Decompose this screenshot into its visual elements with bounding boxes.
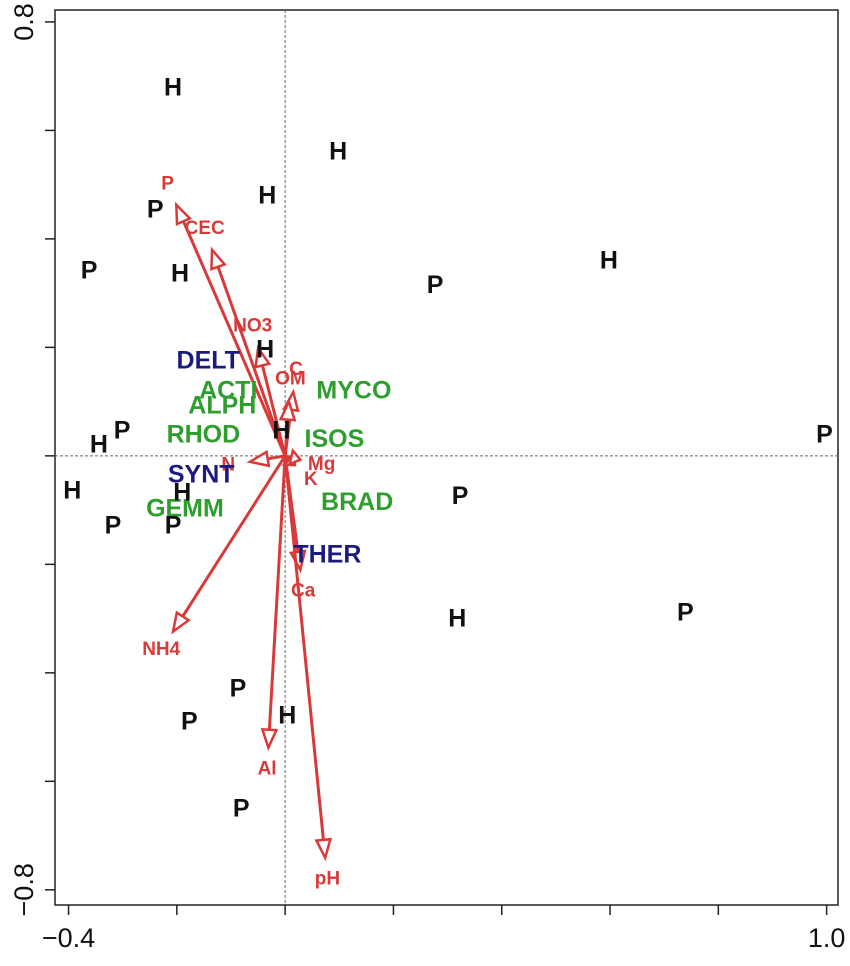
vector-label: Al xyxy=(258,759,277,780)
site-label: P xyxy=(233,795,250,823)
site-label: H xyxy=(278,701,296,729)
species-label: THER xyxy=(293,540,361,568)
site-label: P xyxy=(114,417,131,445)
site-label: H xyxy=(164,73,182,101)
site-label: P xyxy=(105,512,122,540)
vector-head xyxy=(287,447,303,467)
site-label: P xyxy=(816,420,833,448)
site-label: P xyxy=(181,707,198,735)
species-label: DELT xyxy=(177,347,240,375)
site-label: H xyxy=(256,335,274,363)
vector-label: NO3 xyxy=(233,316,272,337)
site-label: P xyxy=(452,482,469,510)
vector-label: NH4 xyxy=(142,639,180,660)
site-label: P xyxy=(230,674,247,702)
site-label: H xyxy=(258,182,276,210)
vector-head xyxy=(260,727,279,752)
site-label: P xyxy=(677,598,694,626)
species-label: GEMM xyxy=(146,495,224,523)
site-label: H xyxy=(171,259,189,287)
vector xyxy=(254,344,287,457)
vector-label: P xyxy=(161,174,174,195)
vector-head xyxy=(254,344,272,369)
vector-head xyxy=(171,610,191,635)
species-label: MYCO xyxy=(316,376,391,404)
site-label: H xyxy=(63,476,81,504)
vector-shaft xyxy=(216,266,287,457)
vector xyxy=(260,455,287,752)
species-label: ISOS xyxy=(305,425,365,453)
vector-shaft xyxy=(283,455,325,841)
vector-head xyxy=(246,449,271,468)
vector-head xyxy=(278,398,297,422)
vector-shaft xyxy=(182,220,287,457)
species-label: ALPH xyxy=(188,392,256,420)
vector-label: K xyxy=(304,469,318,490)
species-label: BRAD xyxy=(321,488,393,516)
vector-shaft xyxy=(181,455,287,618)
vector xyxy=(210,246,287,457)
site-label: H xyxy=(173,478,191,506)
species-label: RHOD xyxy=(167,420,241,448)
vector xyxy=(278,398,297,456)
vector-shaft xyxy=(260,365,287,457)
vector-head xyxy=(314,837,333,862)
vector-shaft xyxy=(267,454,286,461)
vector-label: C xyxy=(289,359,303,380)
x-tick-label: 1.0 xyxy=(808,923,846,953)
vector-label: CEC xyxy=(185,218,225,239)
vector xyxy=(283,455,333,862)
vector-label: N xyxy=(221,455,235,476)
species-label: SYNT xyxy=(168,461,235,489)
site-label: P xyxy=(427,271,444,299)
site-label: H xyxy=(90,431,108,459)
vector-label: pH xyxy=(315,869,340,890)
vector-shaft xyxy=(283,419,290,456)
site-label: H xyxy=(329,137,347,165)
vector xyxy=(174,201,287,457)
plot-frame xyxy=(54,9,839,906)
site-label: H xyxy=(600,246,618,274)
site-label: P xyxy=(81,257,98,285)
vector-shaft xyxy=(267,455,287,730)
site-label: P xyxy=(165,512,182,540)
vector xyxy=(171,455,287,635)
vector-head xyxy=(210,246,227,271)
vector xyxy=(246,449,286,468)
x-tick-label: −0.4 xyxy=(42,923,95,953)
vector-label: Ca xyxy=(291,581,316,602)
y-tick-label: −0.8 xyxy=(9,863,39,916)
species-label: ACTI xyxy=(199,376,257,404)
vector-label: OM xyxy=(275,369,306,390)
site-label: H xyxy=(448,604,466,632)
vector-head xyxy=(174,201,193,226)
site-label: P xyxy=(147,195,164,223)
vector-label: Mg xyxy=(308,454,335,475)
site-label: H xyxy=(272,417,290,445)
y-tick-label: 0.8 xyxy=(9,3,39,41)
